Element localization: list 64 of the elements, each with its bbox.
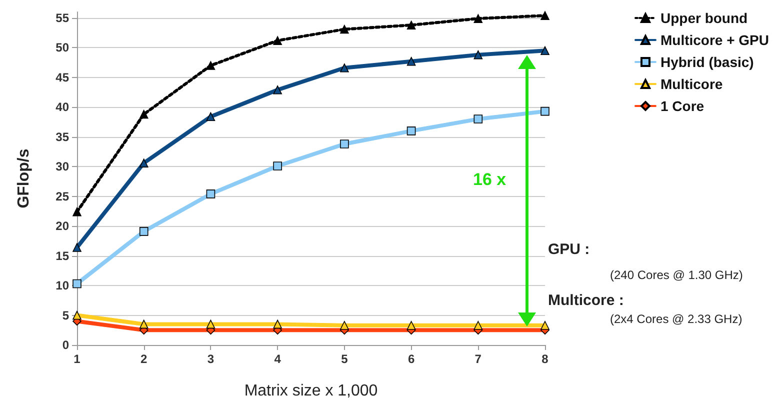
x-tick-label: 2 — [140, 352, 148, 366]
legend-label: Multicore — [660, 76, 723, 92]
text: GPU : — [548, 241, 590, 258]
point — [206, 61, 216, 70]
point — [540, 46, 550, 56]
point — [206, 112, 216, 122]
point — [139, 320, 148, 329]
point — [340, 320, 349, 330]
point — [206, 320, 216, 329]
text: (240 Cores @ 1.30 GHz) — [610, 268, 743, 282]
point — [340, 24, 349, 34]
y-axis-title: GFlop/s — [16, 148, 32, 208]
x-tick-label: 7 — [474, 352, 482, 366]
point — [273, 162, 282, 170]
y-tick-label: 0 — [62, 338, 70, 352]
y-tick-label: 5 — [62, 308, 70, 322]
y-tick-label: 25 — [56, 189, 70, 204]
annotation: 16 x — [473, 170, 506, 190]
legend-label: Hybrid (basic) — [660, 54, 754, 70]
x-tick-label: 1 — [74, 352, 81, 366]
text: Multicore : — [548, 292, 624, 309]
point — [206, 190, 216, 198]
point — [474, 320, 483, 330]
point — [273, 320, 282, 329]
legend-label: Upper bound — [660, 10, 748, 26]
point — [139, 158, 148, 168]
y-tick-label: 45 — [56, 70, 70, 84]
point — [273, 36, 282, 45]
legend-label: 1 Core — [660, 98, 704, 114]
x-tick-label: 8 — [542, 352, 549, 366]
point — [540, 320, 550, 330]
text: (2x4 Cores @ 2.33 GHz) — [610, 312, 742, 326]
y-tick-label: 50 — [56, 40, 70, 55]
point — [72, 243, 82, 252]
point — [139, 227, 148, 236]
point — [474, 114, 483, 124]
x-tick-label: 4 — [274, 352, 282, 366]
legend-label: Multicore + GPU — [660, 32, 770, 48]
y-tick-label: 55 — [56, 10, 70, 25]
x-tick-label: 5 — [341, 352, 348, 366]
y-tick-label: 15 — [56, 248, 70, 263]
y-tick-label: 30 — [56, 160, 70, 174]
point — [540, 11, 550, 20]
y-tick-label: 35 — [56, 130, 70, 144]
y-tick-label: 40 — [56, 100, 70, 114]
x-axis-title: Matrix size x 1,000 — [244, 382, 378, 400]
point — [72, 310, 82, 320]
point — [406, 56, 416, 66]
point — [273, 86, 282, 94]
point — [72, 207, 82, 216]
x-tick-label: 6 — [408, 352, 415, 366]
point — [139, 110, 148, 119]
point — [474, 14, 483, 23]
point — [406, 20, 416, 30]
point — [340, 63, 349, 72]
point — [340, 140, 349, 148]
y-tick-label: 10 — [56, 278, 70, 293]
y-tick-label: 20 — [56, 219, 70, 234]
point — [406, 320, 416, 330]
point — [72, 279, 82, 288]
point — [540, 106, 550, 116]
point — [406, 126, 416, 136]
x-tick-label: 3 — [207, 352, 214, 366]
point — [474, 50, 483, 60]
